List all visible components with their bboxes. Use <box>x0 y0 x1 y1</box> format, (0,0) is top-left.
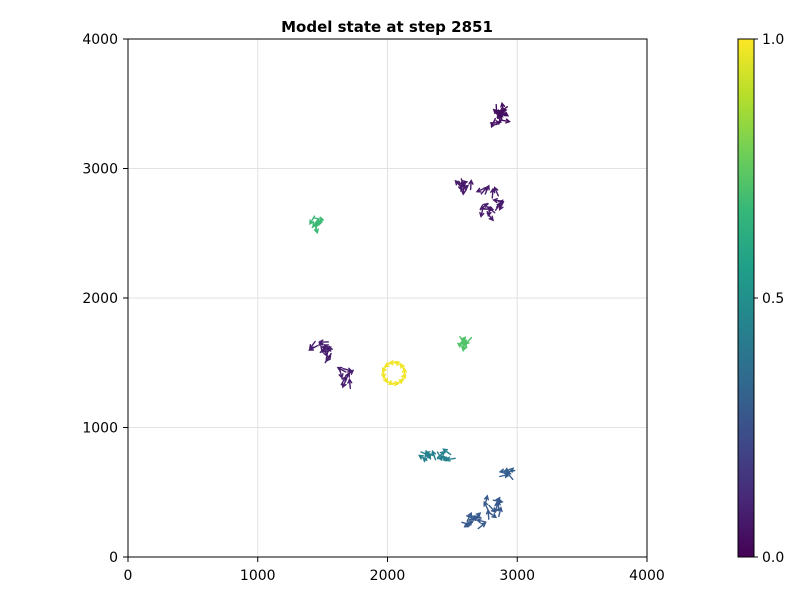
agent-arrow <box>500 101 506 113</box>
agent-cluster <box>498 467 516 481</box>
agent-arrow <box>475 518 487 524</box>
agent-arrow <box>497 506 503 518</box>
y-tick-label: 2000 <box>82 291 118 307</box>
agent-arrow <box>493 186 499 197</box>
x-tick-label: 4000 <box>629 568 665 584</box>
agent-arrow <box>477 522 487 530</box>
agent-cluster <box>456 336 473 353</box>
agent-cluster <box>336 366 355 390</box>
agent-cluster <box>475 184 505 222</box>
agent-arrow <box>308 340 316 350</box>
agent-arrow <box>400 373 406 383</box>
x-tick-label: 1000 <box>240 568 276 584</box>
agent-arrow <box>309 215 316 226</box>
agent-arrow <box>454 179 463 189</box>
agent-arrow <box>494 201 502 211</box>
plot-area <box>127 38 648 558</box>
agent-arrow <box>488 504 497 513</box>
agent-arrow <box>506 467 515 476</box>
agent-arrow <box>496 112 502 124</box>
agent-arrow <box>498 468 510 474</box>
agent-arrow <box>342 367 353 373</box>
colorbar-tick-label: 0.5 <box>762 291 784 307</box>
agent-arrow <box>475 187 486 193</box>
agent-cluster <box>454 178 474 196</box>
colorbar-tick-label: 0.0 <box>762 550 784 566</box>
agent-arrow <box>431 449 437 461</box>
y-tick-label: 4000 <box>82 32 118 48</box>
agent-arrow <box>468 515 480 521</box>
agent-arrow <box>498 200 505 211</box>
agent-arrow <box>487 511 498 519</box>
agents-layer <box>308 101 516 530</box>
agent-arrow <box>318 340 324 352</box>
agent-arrow <box>456 342 467 350</box>
agent-arrow <box>484 184 490 195</box>
y-tick-label: 3000 <box>82 162 118 178</box>
colorbar: 0.0 0.5 1.0 <box>737 32 784 566</box>
agent-cluster <box>309 215 325 235</box>
colorbar-ticks: 0.0 0.5 1.0 <box>754 32 784 566</box>
chart-title: Model state at step 2851 <box>281 18 493 36</box>
agent-arrow <box>313 216 325 222</box>
agent-arrow <box>322 346 329 358</box>
agent-arrow <box>460 184 470 192</box>
agent-arrow <box>340 375 347 386</box>
agent-arrow <box>479 207 485 218</box>
agent-arrow <box>436 450 446 459</box>
colorbar-fill <box>737 38 755 558</box>
agent-arrow <box>500 118 511 124</box>
agent-cluster <box>483 494 504 520</box>
y-axis: 0 1000 2000 3000 4000 <box>82 32 128 566</box>
agent-arrow <box>468 179 474 191</box>
agent-cluster <box>461 511 487 530</box>
agent-arrow <box>483 206 495 212</box>
agent-cluster <box>418 448 456 463</box>
x-tick-label: 3000 <box>499 568 535 584</box>
y-tick-label: 0 <box>109 550 118 566</box>
agent-arrow <box>499 110 510 117</box>
agent-arrow <box>490 187 496 199</box>
colorbar-tick-label: 1.0 <box>762 32 784 48</box>
agent-arrow <box>338 368 344 380</box>
x-tick-label: 0 <box>124 568 133 584</box>
agent-cluster <box>381 360 407 387</box>
x-axis: 0 1000 2000 3000 4000 <box>124 557 665 584</box>
agent-arrow <box>492 197 504 204</box>
agent-arrow <box>420 451 431 457</box>
agent-arrow <box>479 202 489 211</box>
agent-arrow <box>319 344 328 354</box>
x-tick-label: 2000 <box>370 568 406 584</box>
agent-arrow <box>347 377 353 390</box>
agent-arrow <box>483 500 489 511</box>
agent-arrow <box>325 352 332 363</box>
agent-arrow <box>313 223 319 235</box>
agent-arrow <box>436 455 449 461</box>
agent-cluster <box>308 339 333 364</box>
agent-arrow <box>492 498 504 504</box>
agent-arrow <box>457 180 469 186</box>
y-tick-label: 1000 <box>82 421 118 437</box>
agent-arrow <box>463 521 474 528</box>
agent-arrow <box>460 338 468 348</box>
agent-cluster <box>489 101 511 129</box>
